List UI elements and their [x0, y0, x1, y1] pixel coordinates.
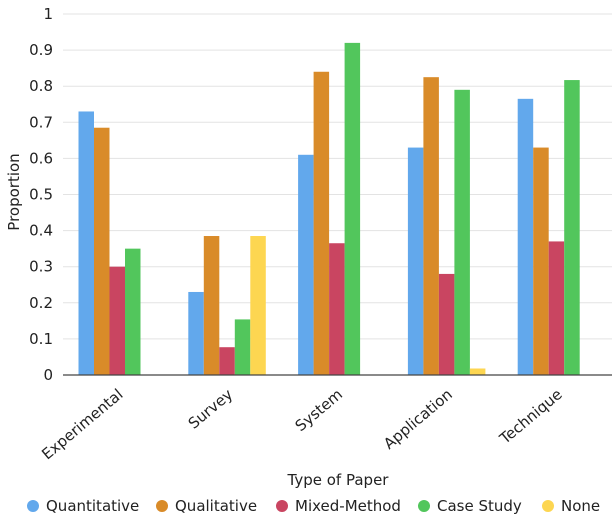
y-tick-label: 0.7	[29, 113, 53, 131]
bar	[109, 266, 125, 375]
y-tick-label: 0.1	[29, 330, 53, 348]
bar	[125, 248, 141, 375]
bar	[533, 147, 549, 375]
bar	[234, 319, 251, 375]
bar	[454, 89, 470, 375]
y-tick-label: 0.5	[29, 186, 53, 204]
legend-label: Quantitative	[46, 497, 139, 515]
bar	[423, 77, 439, 376]
bars	[78, 42, 580, 376]
bar	[344, 42, 361, 375]
bar	[548, 241, 565, 375]
legend-swatch	[418, 500, 430, 512]
bar	[219, 347, 235, 375]
x-tick-label: System	[292, 385, 346, 435]
x-tick-label: Technique	[495, 385, 565, 448]
bar	[78, 111, 94, 375]
legend-label: None	[561, 497, 600, 515]
y-tick-label: 0	[43, 366, 53, 384]
x-tick-labels: Experimental Survey System Application Techn…	[38, 385, 565, 463]
legend-swatch	[276, 500, 288, 512]
legend-swatch	[542, 500, 554, 512]
legend-label: Case Study	[437, 497, 522, 515]
bar	[438, 273, 455, 375]
y-tick-label: 0.6	[29, 149, 53, 167]
legend-swatch	[27, 500, 39, 512]
y-tick-label: 0.3	[29, 258, 53, 276]
y-axis-title: Proportion	[5, 153, 23, 230]
bar	[469, 368, 486, 375]
bar	[94, 127, 110, 375]
bar	[298, 154, 314, 375]
y-tick-label: 1	[43, 5, 53, 23]
y-tick-label: 0.9	[29, 41, 53, 59]
bar	[407, 147, 424, 375]
x-tick-label: Application	[380, 385, 456, 453]
y-tick-label: 0.8	[29, 77, 53, 95]
legend-label: Mixed-Method	[295, 497, 401, 515]
bar	[203, 236, 220, 375]
y-tick-labels: 0 0.1 0.2 0.3 0.4 0.5 0.6 0.7 0.8 0.9 1	[29, 5, 53, 384]
bar	[517, 98, 534, 376]
x-axis-title: Type of Paper	[287, 471, 390, 489]
bar	[313, 71, 330, 375]
legend: Quantitative Qualitative Mixed-Method Case …	[27, 497, 600, 515]
legend-label: Qualitative	[175, 497, 257, 515]
x-tick-label: Experimental	[38, 385, 126, 463]
y-tick-label: 0.2	[29, 294, 53, 312]
bar	[564, 80, 580, 376]
bar	[329, 243, 345, 375]
legend-swatch	[156, 500, 168, 512]
bar	[250, 236, 266, 375]
bar	[188, 291, 204, 375]
x-tick-label: Survey	[185, 385, 237, 432]
gridlines	[63, 13, 612, 340]
y-tick-label: 0.4	[29, 222, 53, 240]
